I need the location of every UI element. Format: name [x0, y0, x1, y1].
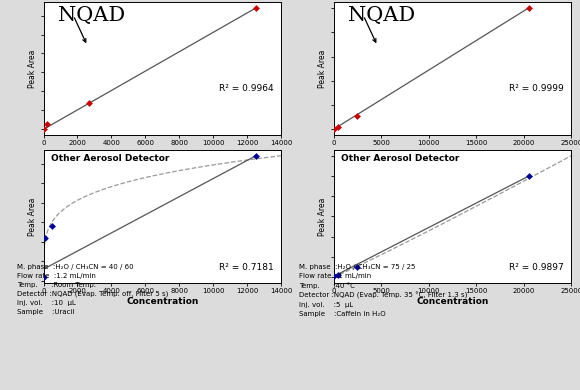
Text: R² = 0.9897: R² = 0.9897	[509, 263, 564, 272]
Text: R² = 0.9964: R² = 0.9964	[219, 84, 274, 93]
Y-axis label: Peak Area: Peak Area	[28, 50, 37, 88]
Point	[251, 153, 260, 159]
Point	[85, 99, 94, 106]
Text: Other Aerosol Detector: Other Aerosol Detector	[50, 154, 169, 163]
Point	[353, 264, 362, 270]
Point	[329, 126, 338, 132]
Point	[251, 5, 260, 11]
Text: NQAD: NQAD	[58, 6, 125, 25]
Text: NQAD: NQAD	[348, 6, 415, 25]
Text: Other Aerosol Detector: Other Aerosol Detector	[340, 154, 459, 163]
Point	[329, 273, 338, 280]
Point	[42, 121, 52, 127]
Point	[39, 126, 48, 132]
Text: M. phase  :H₂O / CH₃CN = 75 / 25
Flow rate  :1 mL/min
Temp.      :40 °C
Detector: M. phase :H₂O / CH₃CN = 75 / 25 Flow rat…	[299, 264, 467, 317]
Text: R² = 0.9999: R² = 0.9999	[509, 84, 564, 93]
Point	[39, 274, 48, 280]
Point	[334, 272, 343, 278]
Point	[353, 113, 362, 119]
Y-axis label: Peak Area: Peak Area	[318, 197, 327, 236]
Text: M. phase  :H₂O / CH₃CN = 40 / 60
Flow rate  :1.2 mL/min
Temp.      :Room Temp.
D: M. phase :H₂O / CH₃CN = 40 / 60 Flow rat…	[17, 264, 169, 315]
X-axis label: Concentration: Concentration	[416, 297, 488, 306]
Point	[524, 5, 533, 11]
Y-axis label: Peak Area: Peak Area	[318, 50, 327, 88]
X-axis label: Concentration: Concentration	[126, 297, 198, 306]
Text: R² = 0.7181: R² = 0.7181	[219, 263, 274, 272]
Point	[524, 173, 533, 179]
Point	[48, 223, 57, 229]
Point	[334, 124, 343, 130]
Point	[41, 235, 50, 241]
Y-axis label: Peak Area: Peak Area	[28, 197, 37, 236]
